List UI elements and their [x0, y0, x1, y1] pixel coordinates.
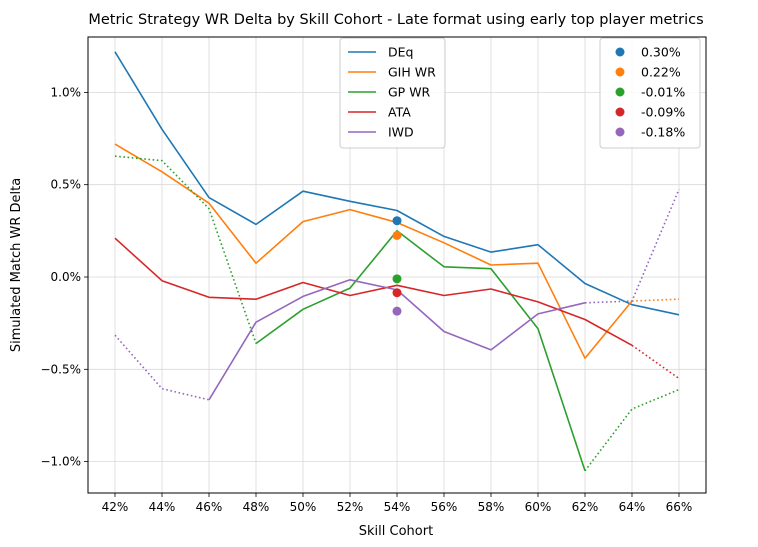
series-deq-line	[114, 51, 680, 316]
y-tick-label-−1.0%: −1.0%	[40, 455, 81, 469]
legend-series: DEq GIH WR GP WR ATA IWD	[339, 37, 446, 149]
x-axis-label: Skill Cohort	[359, 524, 433, 539]
chart-title: Metric Strategy WR Delta by Skill Cohort…	[88, 12, 703, 28]
legend-label--0.18%: -0.18%	[641, 125, 685, 140]
legend-marker-0.22%	[615, 67, 625, 77]
legend-points: 0.30% 0.22% -0.01% -0.09% -0.18%	[599, 37, 701, 149]
point-0.22%	[392, 230, 402, 240]
x-tick-label-58%: 58%	[478, 500, 505, 514]
y-tick-label-0.5%: 0.5%	[51, 178, 82, 192]
x-tick-label-52%: 52%	[337, 500, 364, 514]
y-tick-label-0.0%: 0.0%	[51, 270, 82, 284]
point-0.30%	[392, 216, 402, 226]
x-tick-label-46%: 46%	[196, 500, 223, 514]
legend-marker-0.30%	[615, 47, 625, 57]
highlight-points	[392, 216, 402, 316]
x-tick-label-60%: 60%	[525, 500, 552, 514]
legend-series-box	[339, 37, 446, 149]
legend-label-GIH WR: GIH WR	[388, 65, 436, 80]
y-axis-label: Simulated Match WR Delta	[9, 178, 24, 352]
legend-points-box	[599, 37, 701, 149]
legend-label-GP WR: GP WR	[388, 85, 431, 100]
legend-label-IWD: IWD	[388, 125, 414, 140]
legend-label-DEq: DEq	[388, 45, 413, 60]
series-iwd-dotted-end	[584, 188, 680, 304]
x-tick-label-48%: 48%	[243, 500, 270, 514]
legend-marker--0.01%	[615, 87, 625, 97]
x-tick-label-44%: 44%	[149, 500, 176, 514]
legend-label-0.30%: 0.30%	[641, 45, 681, 60]
y-axis-ticks: −1.0% −0.5% 0.0% 0.5% 1.0%	[40, 85, 88, 469]
series-gih-wr-line	[114, 143, 633, 360]
point--0.18%	[392, 306, 402, 316]
point--0.09%	[392, 288, 402, 298]
series-gih-wr-dotted-end	[631, 298, 680, 302]
legend-label-ATA: ATA	[388, 105, 411, 120]
point--0.01%	[392, 274, 402, 284]
legend-label-0.22%: 0.22%	[641, 65, 681, 80]
series-ata-dotted-end	[631, 344, 680, 380]
x-tick-label-56%: 56%	[431, 500, 458, 514]
series-gp-wr-dotted-end	[584, 388, 680, 472]
series-gp-wr-line	[255, 230, 586, 472]
x-tick-label-62%: 62%	[572, 500, 599, 514]
legend-label--0.01%: -0.01%	[641, 85, 685, 100]
legend-marker--0.18%	[615, 127, 625, 137]
x-tick-label-42%: 42%	[102, 500, 129, 514]
x-tick-label-54%: 54%	[384, 500, 411, 514]
x-tick-label-66%: 66%	[666, 500, 693, 514]
y-tick-label-−0.5%: −0.5%	[40, 362, 81, 376]
y-tick-label-1.0%: 1.0%	[51, 85, 82, 99]
legend-marker--0.09%	[615, 107, 625, 117]
x-axis-ticks: 42% 44% 46% 48% 50% 52% 54% 56% 58% 60% 62% 64% 66%	[102, 493, 693, 514]
series-ata-line	[114, 237, 633, 347]
series-lines	[114, 51, 680, 472]
legend-label--0.09%: -0.09%	[641, 105, 685, 120]
series-gp-wr-dotted-start	[114, 155, 257, 344]
x-tick-label-50%: 50%	[290, 500, 317, 514]
x-tick-label-64%: 64%	[619, 500, 646, 514]
